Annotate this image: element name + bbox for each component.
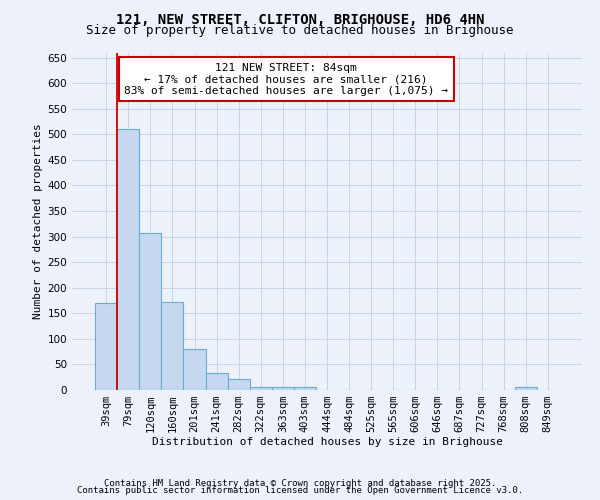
Bar [250,388,272,390]
Bar [206,373,227,390]
Bar [117,129,139,390]
Bar [139,232,161,390]
Text: Size of property relative to detached houses in Brighouse: Size of property relative to detached ho… [86,24,514,37]
X-axis label: Distribution of detached houses by size in Brighouse: Distribution of detached houses by size … [151,436,503,446]
Bar [294,387,316,390]
Bar [95,303,117,390]
Bar [515,388,537,390]
Bar [184,349,206,390]
Bar [227,379,250,390]
Y-axis label: Number of detached properties: Number of detached properties [33,124,43,319]
Text: 121 NEW STREET: 84sqm
← 17% of detached houses are smaller (216)
83% of semi-det: 121 NEW STREET: 84sqm ← 17% of detached … [124,62,448,96]
Text: Contains HM Land Registry data © Crown copyright and database right 2025.: Contains HM Land Registry data © Crown c… [104,478,496,488]
Text: Contains public sector information licensed under the Open Government Licence v3: Contains public sector information licen… [77,486,523,495]
Text: 121, NEW STREET, CLIFTON, BRIGHOUSE, HD6 4HN: 121, NEW STREET, CLIFTON, BRIGHOUSE, HD6… [116,12,484,26]
Bar [161,302,184,390]
Bar [272,388,294,390]
